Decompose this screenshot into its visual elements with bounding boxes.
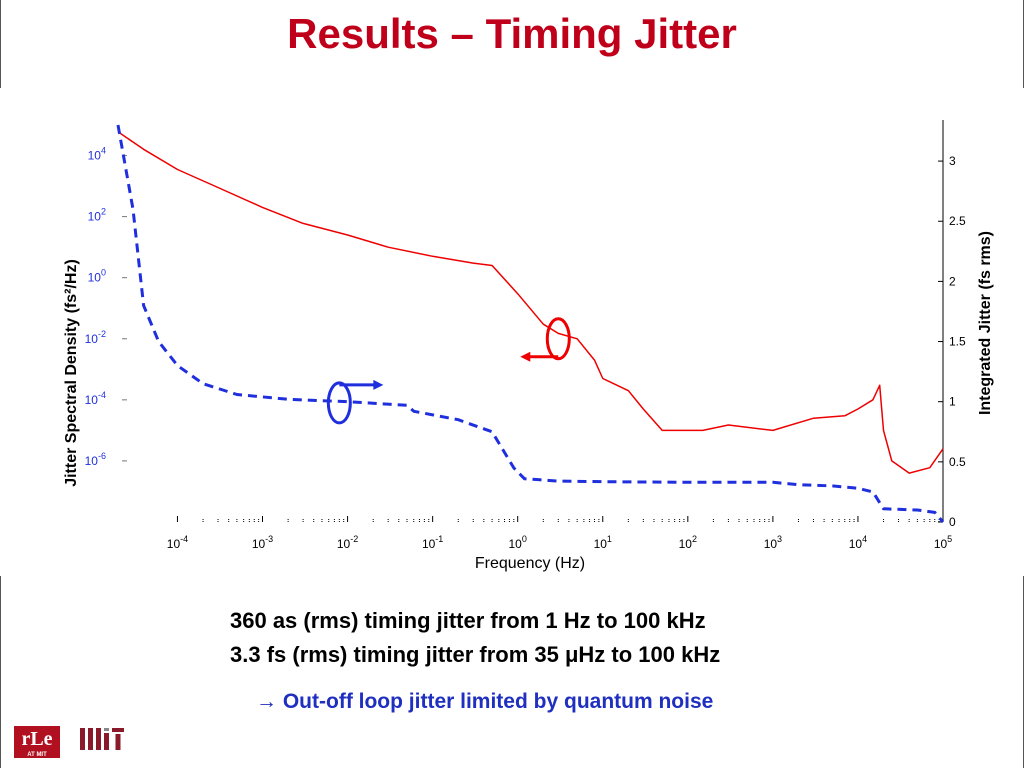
y-right-tick-label: 1 bbox=[949, 395, 956, 409]
y-left-tick-label: 10-6 bbox=[85, 451, 106, 468]
result-line-1: 360 as (rms) timing jitter from 1 Hz to … bbox=[230, 608, 706, 633]
y-right-tick-label: 1.5 bbox=[949, 335, 966, 349]
psd-series-line bbox=[117, 131, 944, 474]
y-right-tick-label: 0 bbox=[949, 515, 956, 529]
x-tick-label: 101 bbox=[594, 534, 612, 551]
x-tick-label: 105 bbox=[934, 534, 952, 551]
left-border-top bbox=[0, 0, 1, 88]
conclusion-text: Out-off loop jitter limited by quantum n… bbox=[282, 690, 714, 713]
result-line-2: 3.3 fs (rms) timing jitter from 35 μHz t… bbox=[230, 642, 721, 667]
y-left-tick-label: 102 bbox=[88, 207, 106, 224]
y-axis-label-right: Integrated Jitter (fs rms) bbox=[977, 231, 994, 415]
x-axis-label: Frequency (Hz) bbox=[475, 555, 585, 572]
y-axis-label-left: Jitter Spectral Density (fs²/Hz) bbox=[63, 259, 80, 487]
right-arrow-icon: → bbox=[256, 690, 277, 713]
mit-logo bbox=[80, 728, 124, 750]
x-tick-label: 10-3 bbox=[252, 534, 273, 551]
right-arrow-head bbox=[373, 379, 384, 390]
results-list: 360 as (rms) timing jitter from 1 Hz to … bbox=[230, 604, 720, 672]
x-tick-label: 10-2 bbox=[337, 534, 358, 551]
y-right-tick-label: 2.5 bbox=[949, 214, 966, 228]
x-tick-label: 104 bbox=[849, 534, 867, 551]
right-axis-indicator-ellipse bbox=[326, 381, 352, 425]
chart-axes: 10-4 10-3 10-2 10-1 100 101 102 103 104 10510-610… bbox=[85, 120, 966, 551]
chart-annotations bbox=[326, 317, 571, 425]
y-right-tick-label: 3 bbox=[949, 154, 956, 168]
y-left-tick-label: 104 bbox=[88, 146, 106, 163]
x-tick-label: 10-4 bbox=[167, 534, 188, 551]
left-border-bottom bbox=[0, 576, 1, 768]
x-tick-label: 103 bbox=[764, 534, 782, 551]
left-axis-indicator-ellipse bbox=[545, 317, 571, 361]
y-right-tick-label: 2 bbox=[949, 274, 956, 288]
left-arrow-head bbox=[520, 351, 531, 362]
y-left-tick-label: 10-4 bbox=[85, 390, 106, 407]
y-right-tick-label: 0.5 bbox=[949, 455, 966, 469]
x-tick-label: 100 bbox=[509, 534, 527, 551]
jitter-chart: 10-4 10-3 10-2 10-1 100 101 102 103 104 10510-610… bbox=[63, 120, 994, 572]
rle-logo: rLe AT MIT bbox=[14, 726, 60, 758]
x-tick-label: 10-1 bbox=[422, 534, 443, 551]
slide-title: Results – Timing Jitter bbox=[287, 10, 737, 57]
chart-series bbox=[116, 124, 945, 523]
y-left-tick-label: 10-2 bbox=[85, 329, 106, 346]
y-left-tick-label: 100 bbox=[88, 268, 106, 285]
x-tick-label: 102 bbox=[679, 534, 697, 551]
conclusion-line: → Out-off loop jitter limited by quantum… bbox=[256, 690, 713, 714]
integrated-jitter-series-line bbox=[116, 124, 945, 523]
